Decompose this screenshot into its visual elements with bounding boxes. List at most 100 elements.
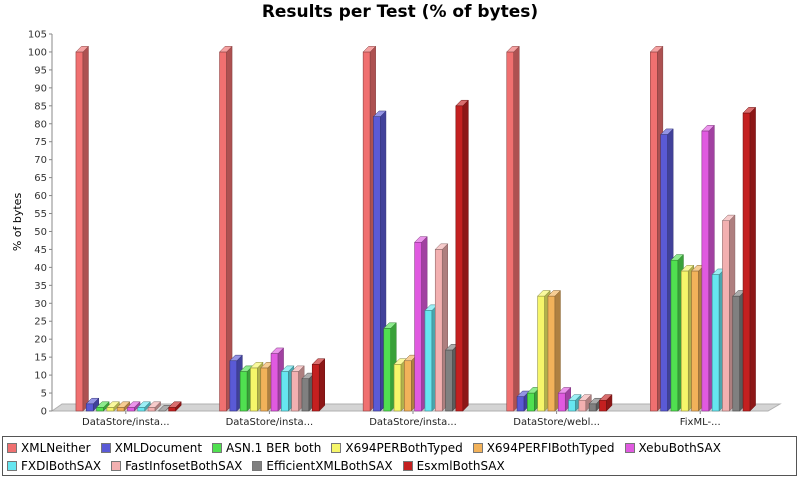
bar-front (455, 105, 464, 412)
y-tick-label: 50 (34, 227, 47, 238)
legend-swatch (472, 442, 483, 453)
bar-front (424, 310, 433, 412)
y-tick-label: 60 (34, 191, 47, 202)
legend-item: ASN.1 BER both (212, 439, 321, 457)
y-tick-label: 45 (34, 245, 47, 256)
bar-top (567, 394, 582, 401)
legend-label: FXDIBothSAX (21, 459, 102, 473)
bar (147, 401, 162, 412)
bar (506, 45, 520, 412)
bar-front (650, 51, 658, 412)
chart-title: Results per Test (% of bytes) (261, 2, 539, 22)
bar-front (260, 367, 269, 412)
legend-label: X694PERFIBothTyped (486, 441, 615, 455)
bar (598, 394, 613, 412)
x-tick-label: DataStore/webl... (513, 417, 600, 428)
bar-top (660, 128, 674, 135)
y-tick-label: 70 (34, 155, 47, 166)
legend-swatch (624, 442, 635, 453)
bar-side (462, 99, 469, 412)
legend-label: EfficientXMLBothSAX (266, 459, 393, 473)
bar-side (319, 358, 325, 412)
bar-top (414, 236, 428, 243)
y-tick-label: 35 (34, 281, 47, 292)
bar-front (270, 353, 279, 412)
bar (168, 401, 182, 412)
bar-top (578, 394, 592, 401)
y-tick-label: 65 (34, 173, 47, 184)
y-tick-label: 40 (34, 263, 47, 274)
bar (547, 289, 562, 412)
bar-front (373, 116, 381, 412)
bar-top (680, 265, 695, 272)
bar-top (598, 394, 613, 401)
bar-front (229, 360, 238, 412)
bar-front (250, 367, 258, 412)
bar-front (362, 51, 371, 412)
bar-top (547, 290, 562, 297)
legend-item: XMLNeither (7, 439, 91, 457)
bar-chart-plot: 0 5 10 15 20 25 30 35 40 45 50 55 60 65 70 75 80 85 90 95 10… (11, 29, 782, 428)
bar-front (568, 399, 576, 412)
bar-front (701, 130, 710, 412)
bar-top (742, 107, 757, 114)
legend-swatch (402, 460, 413, 471)
bar-front (75, 51, 84, 412)
bar (137, 401, 151, 412)
bar-front (301, 378, 310, 412)
y-tick-label: 85 (34, 101, 47, 112)
bar-top (311, 358, 326, 365)
bar-front (599, 399, 607, 412)
legend: XMLNeither XMLDocument ASN.1 BER both X694P… (2, 436, 797, 476)
bar-side (82, 45, 89, 412)
bar-front (414, 241, 422, 412)
legend-label: XebuBothSAX (638, 441, 721, 455)
y-tick-label: 80 (34, 119, 47, 130)
bar-top (75, 46, 90, 53)
y-tick-label: 10 (34, 371, 47, 382)
bar-front (291, 371, 299, 412)
bar-front (660, 134, 668, 412)
legend-item: FastInfosetBothSAX (111, 457, 242, 475)
bar (116, 401, 131, 412)
bar-top (670, 254, 685, 261)
bar-top (506, 46, 520, 53)
bar-top (291, 365, 305, 372)
bar-front (404, 360, 412, 412)
bar (567, 394, 582, 412)
legend-swatch (7, 442, 17, 453)
x-tick-label: DataStore/insta... (226, 417, 314, 428)
bar (311, 358, 326, 412)
bars-layer (75, 45, 757, 412)
bar-front (106, 407, 115, 412)
bar (455, 99, 469, 412)
y-tick-label: 25 (34, 317, 47, 328)
bar-top (95, 401, 110, 408)
y-tick-label: 5 (41, 389, 47, 400)
bar-front (516, 396, 525, 412)
legend-item: XMLDocument (100, 439, 202, 457)
bar-front (239, 371, 248, 412)
legend-item: XebuBothSAX (624, 439, 721, 457)
bar-top (116, 401, 131, 408)
y-tick-label: 100 (28, 47, 47, 58)
bar-side (749, 106, 756, 412)
bar-top (218, 46, 233, 53)
bar (106, 401, 120, 412)
bar-front (219, 51, 227, 412)
bar-top (362, 46, 377, 53)
bar-top (372, 110, 387, 117)
legend-swatch (212, 442, 223, 453)
bar-front (742, 112, 751, 412)
bar-side (226, 45, 233, 412)
bar-front (137, 407, 146, 412)
y-tick-label: 20 (34, 335, 47, 346)
bar-top (455, 99, 469, 107)
legend-swatch (7, 460, 17, 471)
bar-front (691, 270, 699, 412)
bar (75, 45, 90, 412)
bar-front (168, 407, 176, 412)
legend-label: X694PERBothTyped (345, 441, 463, 455)
legend-swatch (331, 442, 342, 453)
bar-front (383, 328, 392, 412)
